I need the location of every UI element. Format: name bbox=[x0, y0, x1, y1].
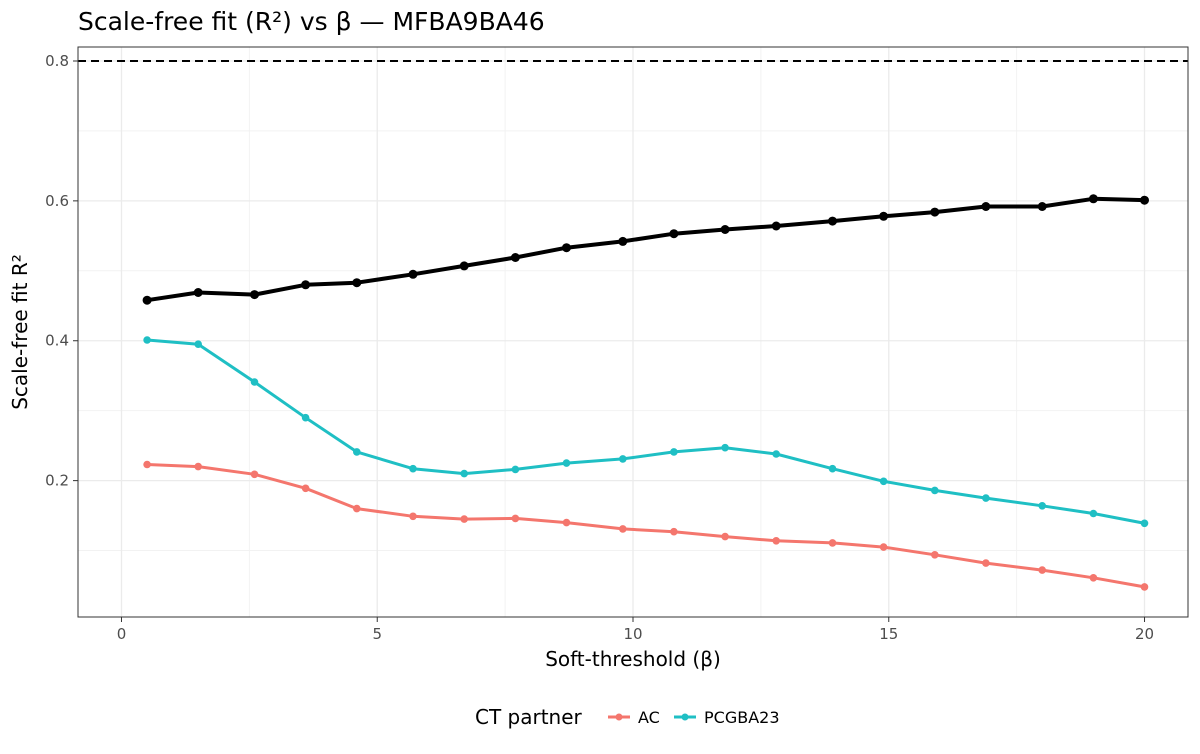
data-point-pcgba23 bbox=[982, 494, 990, 502]
data-point-pcgba23 bbox=[1140, 519, 1149, 528]
legend-item-pcgba23: PCGBA23 bbox=[674, 708, 780, 727]
y-axis-title: Scale-free fit R² bbox=[8, 254, 32, 410]
y-tick-label: 0.4 bbox=[45, 332, 69, 350]
data-point-pcgba23 bbox=[250, 378, 259, 386]
x-tick-label: 20 bbox=[1135, 625, 1154, 643]
series-layer bbox=[142, 194, 1149, 591]
data-point-pcgba23 bbox=[353, 448, 361, 456]
data-point-ac bbox=[1038, 566, 1046, 574]
x-tick-label: 15 bbox=[879, 625, 898, 643]
data-point-pcgba23 bbox=[828, 464, 837, 473]
major-gridlines bbox=[78, 47, 1188, 617]
data-point-overall bbox=[618, 236, 628, 246]
data-point-pcgba23 bbox=[931, 486, 939, 495]
data-point-overall bbox=[301, 280, 311, 290]
data-point-ac bbox=[143, 460, 151, 469]
data-point-ac bbox=[772, 537, 780, 545]
x-tick-label: 10 bbox=[623, 625, 642, 643]
data-point-overall bbox=[408, 269, 418, 279]
data-point-overall bbox=[1140, 195, 1149, 205]
data-point-pcgba23 bbox=[1089, 509, 1098, 518]
data-point-overall bbox=[981, 202, 991, 211]
series-ac bbox=[143, 460, 1149, 591]
x-tick-label: 5 bbox=[372, 625, 382, 643]
y-axis-ticks: 0.2 0.4 0.6 0.8 bbox=[45, 52, 78, 490]
data-point-ac bbox=[409, 512, 417, 521]
data-point-overall bbox=[1088, 194, 1098, 204]
data-point-overall bbox=[930, 207, 940, 217]
legend-label-ac: AC bbox=[638, 708, 660, 727]
data-point-pcgba23 bbox=[562, 459, 571, 467]
data-point-ac bbox=[828, 539, 837, 547]
data-point-pcgba23 bbox=[301, 413, 310, 422]
x-axis-ticks: 0 5 10 15 20 bbox=[117, 617, 1154, 643]
data-point-overall bbox=[250, 290, 259, 300]
data-point-pcgba23 bbox=[619, 455, 627, 463]
data-point-ac bbox=[1089, 574, 1098, 582]
data-point-ac bbox=[353, 504, 361, 513]
data-point-pcgba23 bbox=[409, 464, 417, 473]
data-point-pcgba23 bbox=[670, 448, 678, 456]
data-point-ac bbox=[721, 532, 729, 541]
series-pcgba23 bbox=[143, 336, 1149, 528]
data-point-overall bbox=[1037, 202, 1047, 211]
data-point-pcgba23 bbox=[194, 340, 202, 349]
y-tick-label: 0.8 bbox=[45, 52, 69, 70]
data-point-pcgba23 bbox=[143, 336, 151, 344]
series-line-ac bbox=[145, 463, 1146, 589]
y-tick-label: 0.6 bbox=[45, 192, 69, 210]
data-point-pcgba23 bbox=[772, 450, 780, 458]
data-point-ac bbox=[194, 462, 202, 471]
data-point-overall bbox=[669, 229, 679, 239]
y-tick-label: 0.2 bbox=[45, 472, 69, 490]
data-point-overall bbox=[720, 225, 730, 234]
data-point-pcgba23 bbox=[1038, 502, 1046, 510]
data-point-overall bbox=[352, 278, 362, 288]
data-point-overall bbox=[879, 211, 889, 221]
data-point-ac bbox=[982, 559, 990, 567]
data-point-ac bbox=[511, 514, 520, 523]
data-point-ac bbox=[250, 470, 259, 479]
series-overall bbox=[142, 194, 1149, 305]
series-line-overall bbox=[145, 196, 1147, 303]
data-point-ac bbox=[670, 527, 678, 536]
legend-label-pcgba23: PCGBA23 bbox=[704, 708, 780, 727]
data-point-overall bbox=[459, 261, 469, 271]
data-point-ac bbox=[1140, 583, 1149, 591]
series-line-pcgba23 bbox=[145, 338, 1146, 525]
data-point-ac bbox=[562, 518, 571, 527]
data-point-ac bbox=[879, 543, 888, 551]
legend-item-ac: AC bbox=[608, 708, 660, 727]
data-point-pcgba23 bbox=[721, 443, 729, 452]
data-point-overall bbox=[510, 253, 520, 262]
data-point-overall bbox=[771, 221, 781, 231]
chart-title: Scale-free fit (R²) vs β — MFBA9BA46 bbox=[78, 7, 545, 36]
x-tick-label: 0 bbox=[117, 625, 127, 643]
data-point-ac bbox=[301, 484, 310, 493]
data-point-overall bbox=[142, 295, 152, 305]
x-axis-title: Soft-threshold (β) bbox=[545, 647, 721, 671]
legend-key-pcgba23-point bbox=[681, 713, 689, 721]
legend-key-ac-point bbox=[615, 713, 623, 721]
data-point-pcgba23 bbox=[879, 477, 888, 486]
data-point-overall bbox=[562, 243, 571, 253]
data-point-ac bbox=[619, 525, 627, 533]
data-point-pcgba23 bbox=[511, 465, 520, 474]
data-point-ac bbox=[931, 551, 939, 559]
legend-title: CT partner bbox=[475, 705, 583, 729]
data-point-ac bbox=[460, 515, 469, 523]
data-point-pcgba23 bbox=[460, 469, 469, 478]
data-point-overall bbox=[193, 288, 203, 297]
data-point-overall bbox=[828, 216, 837, 226]
legend: CT partner AC PCGBA23 bbox=[475, 705, 780, 729]
